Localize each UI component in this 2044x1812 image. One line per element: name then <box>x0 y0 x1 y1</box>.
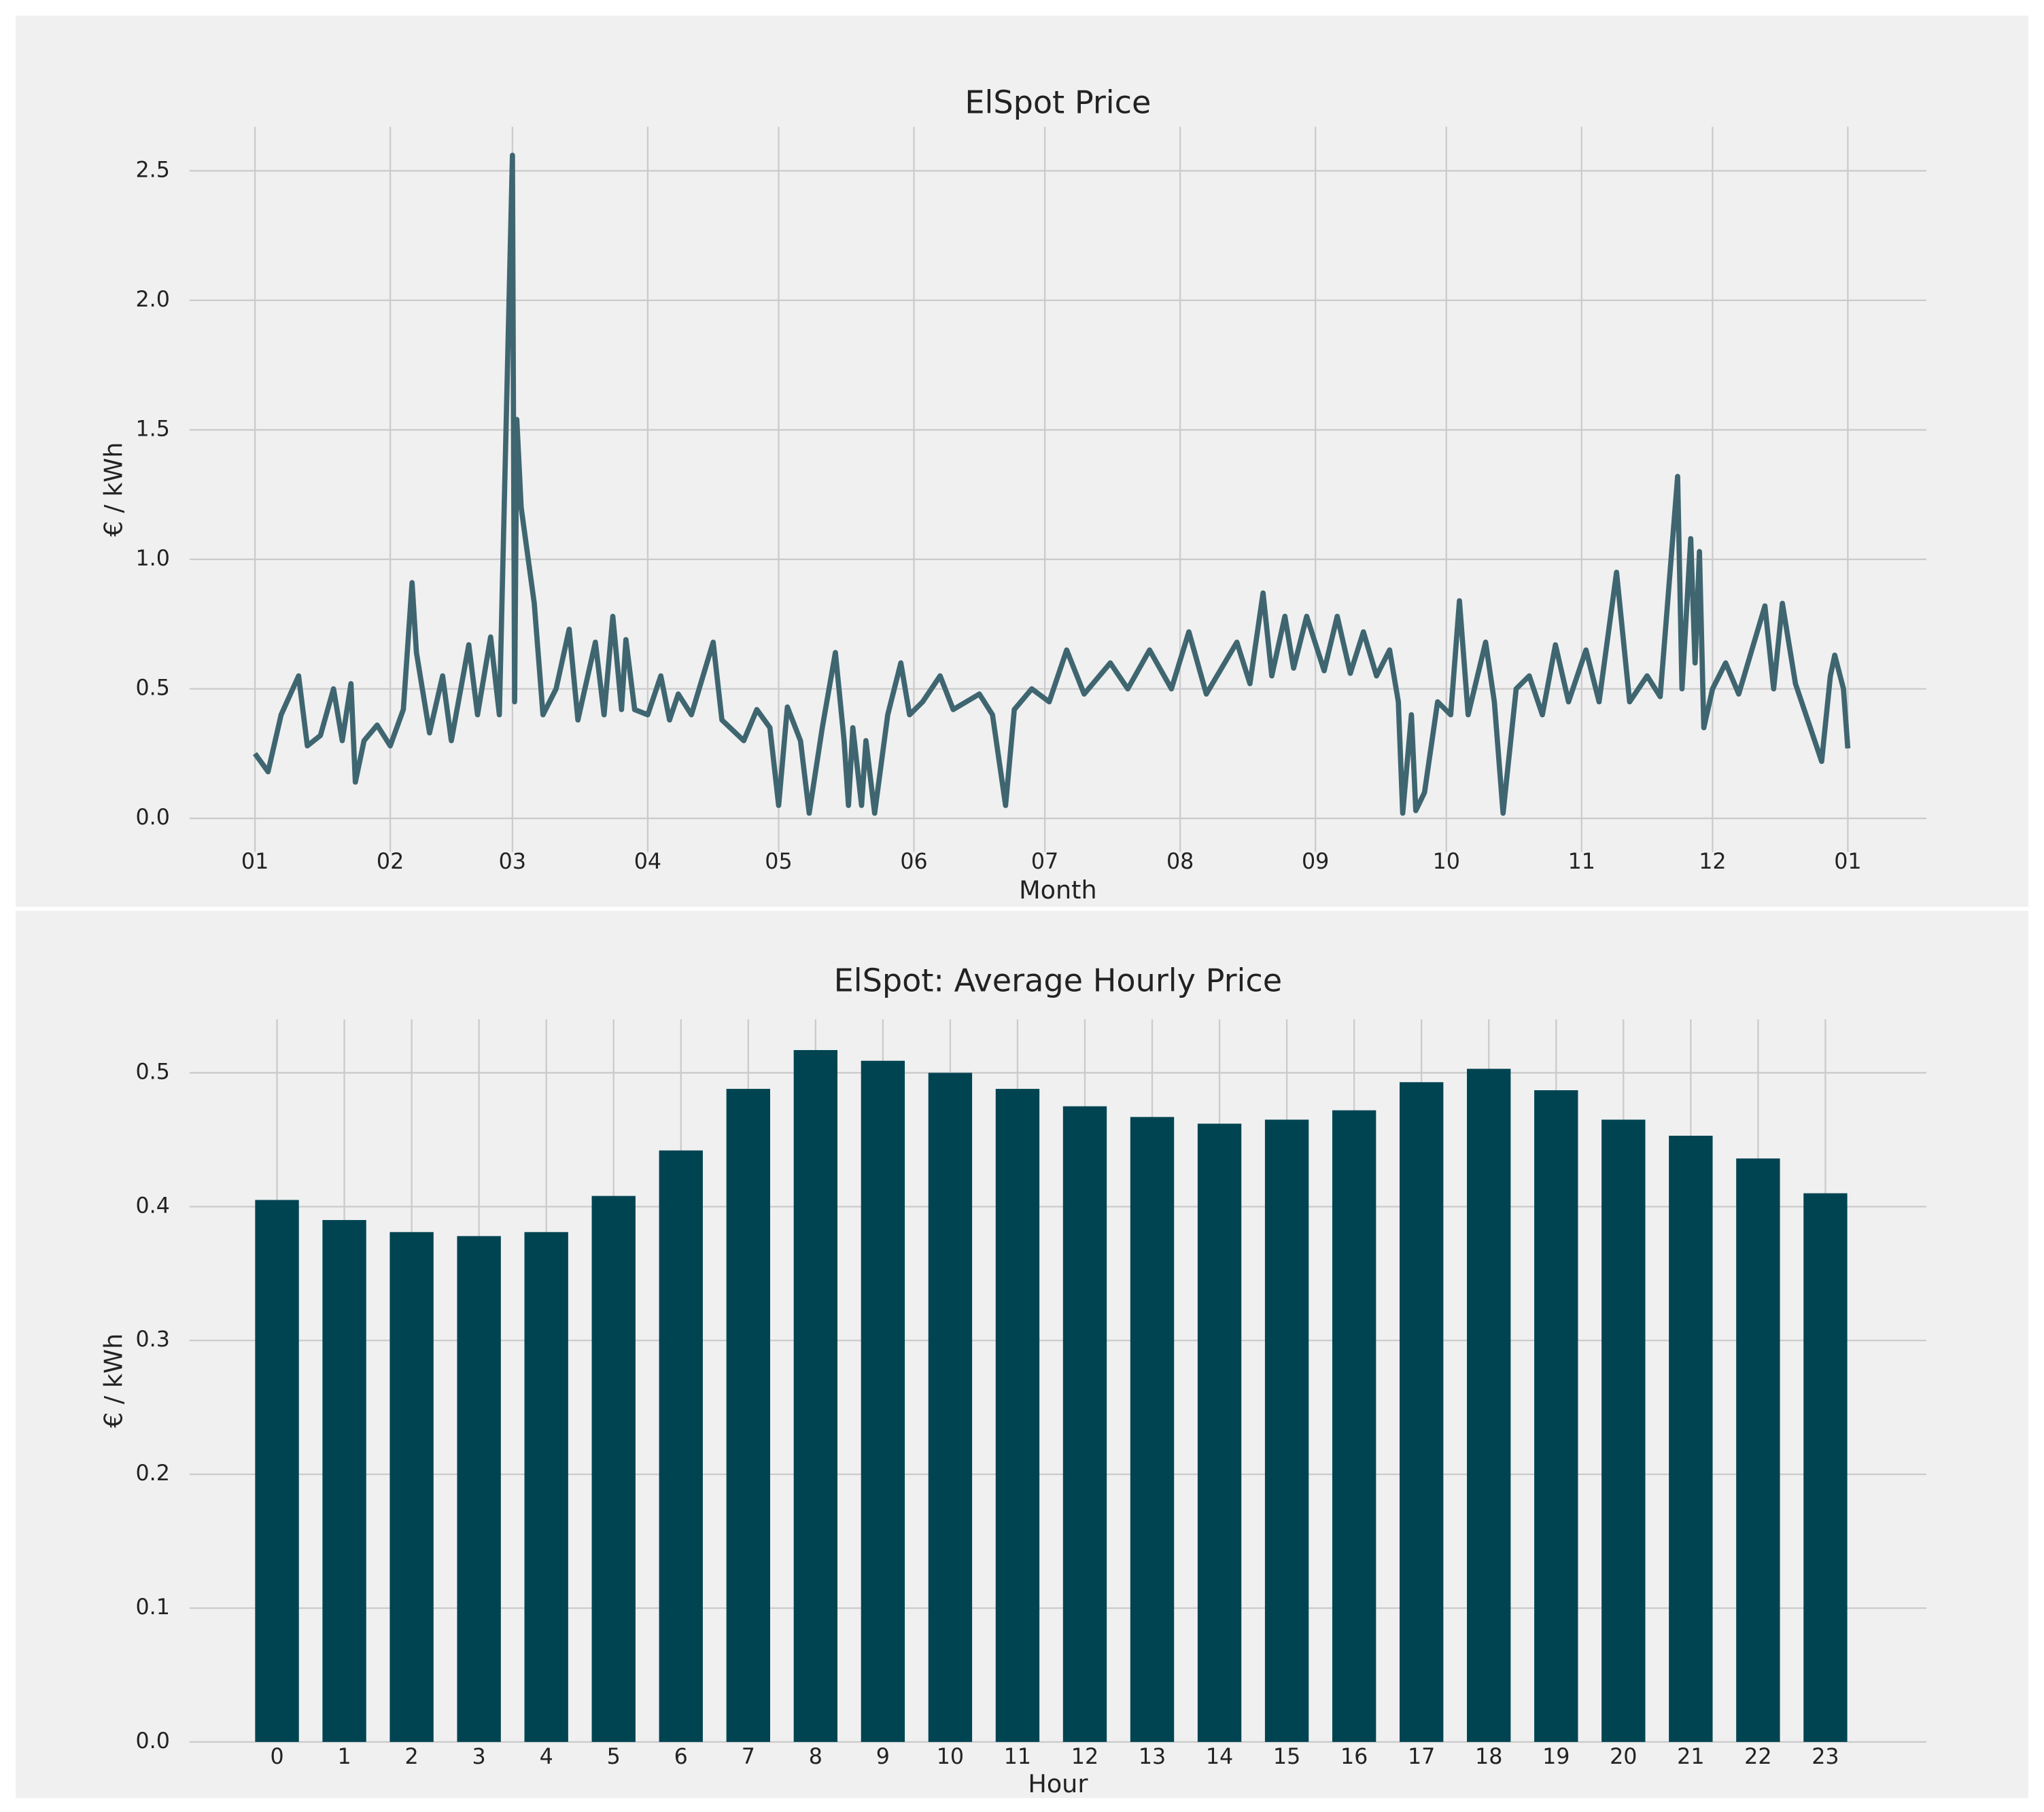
x-tick-label: 11 <box>1568 850 1595 874</box>
bar <box>995 1089 1040 1742</box>
bar <box>1332 1110 1376 1742</box>
x-tick-label: 16 <box>1340 1745 1368 1769</box>
bar <box>389 1232 434 1742</box>
x-tick-label: 22 <box>1744 1745 1771 1769</box>
x-tick-label: 21 <box>1677 1745 1704 1769</box>
y-tick-label: 0.0 <box>135 805 169 830</box>
bar <box>1736 1158 1780 1742</box>
x-tick-label: 03 <box>499 850 526 874</box>
x-tick-label: 09 <box>1302 850 1329 874</box>
x-tick-label: 23 <box>1812 1745 1839 1769</box>
x-tick-label: 3 <box>472 1745 486 1769</box>
x-tick-label: 04 <box>634 850 661 874</box>
bar <box>524 1232 568 1742</box>
y-tick-label: 0.5 <box>135 676 169 701</box>
x-tick-label: 05 <box>765 850 792 874</box>
x-tick-label: 10 <box>937 1745 964 1769</box>
bar <box>659 1150 703 1742</box>
x-tick-label: 01 <box>241 850 269 874</box>
bar <box>457 1236 501 1742</box>
x-tick-label: 08 <box>1166 850 1194 874</box>
x-axis-label: Hour <box>1028 1769 1088 1798</box>
x-tick-label: 01 <box>1834 850 1861 874</box>
bar <box>1130 1117 1175 1742</box>
y-axis-label: € / kWh <box>99 1334 128 1428</box>
x-tick-label: 18 <box>1475 1745 1502 1769</box>
bar <box>1601 1119 1646 1742</box>
bar <box>793 1049 838 1742</box>
x-tick-label: 6 <box>674 1745 688 1769</box>
x-tick-label: 8 <box>809 1745 822 1769</box>
x-tick-label: 06 <box>900 850 927 874</box>
x-tick-label: 10 <box>1433 850 1460 874</box>
x-tick-label: 2 <box>405 1745 419 1769</box>
x-tick-label: 12 <box>1071 1745 1098 1769</box>
x-tick-label: 0 <box>270 1745 283 1769</box>
y-tick-label: 2.5 <box>135 158 169 182</box>
bar <box>255 1200 299 1742</box>
bar <box>928 1073 973 1742</box>
bar <box>861 1060 905 1742</box>
panel-background <box>16 16 2028 907</box>
x-tick-label: 1 <box>337 1745 351 1769</box>
x-tick-label: 07 <box>1031 850 1058 874</box>
bar <box>1534 1090 1578 1742</box>
x-tick-label: 15 <box>1273 1745 1300 1769</box>
bar <box>591 1196 636 1742</box>
bar <box>1197 1123 1242 1742</box>
y-tick-label: 0.4 <box>135 1194 169 1218</box>
y-tick-label: 0.3 <box>135 1327 169 1352</box>
x-tick-label: 5 <box>607 1745 621 1769</box>
y-tick-label: 1.0 <box>135 546 169 571</box>
x-axis-label: Month <box>1019 875 1096 905</box>
x-tick-label: 4 <box>540 1745 553 1769</box>
bar <box>322 1220 366 1742</box>
y-axis-label: € / kWh <box>99 442 128 536</box>
bar <box>1803 1193 1848 1742</box>
x-tick-label: 02 <box>377 850 404 874</box>
y-tick-label: 0.2 <box>135 1461 169 1486</box>
x-tick-label: 20 <box>1610 1745 1637 1769</box>
x-tick-label: 17 <box>1408 1745 1435 1769</box>
y-tick-label: 0.0 <box>135 1729 169 1754</box>
bar <box>1399 1082 1444 1742</box>
chart-title: ElSpot Price <box>965 84 1151 120</box>
x-tick-label: 9 <box>876 1745 890 1769</box>
y-tick-label: 2.0 <box>135 288 169 312</box>
bar <box>1062 1106 1107 1742</box>
price-line <box>252 152 1851 816</box>
x-tick-label: 13 <box>1139 1745 1166 1769</box>
y-tick-label: 0.1 <box>135 1595 169 1620</box>
x-tick-label: 14 <box>1206 1745 1233 1769</box>
x-tick-label: 19 <box>1542 1745 1570 1769</box>
chart-title: ElSpot: Average Hourly Price <box>834 962 1283 998</box>
y-tick-label: 1.5 <box>135 417 169 441</box>
x-tick-label: 12 <box>1699 850 1726 874</box>
bar <box>1669 1135 1713 1742</box>
bar <box>726 1089 770 1742</box>
bar <box>1264 1119 1309 1742</box>
x-tick-label: 7 <box>742 1745 755 1769</box>
x-tick-label: 11 <box>1004 1745 1031 1769</box>
bar <box>1467 1068 1511 1742</box>
y-tick-label: 0.5 <box>135 1060 169 1084</box>
